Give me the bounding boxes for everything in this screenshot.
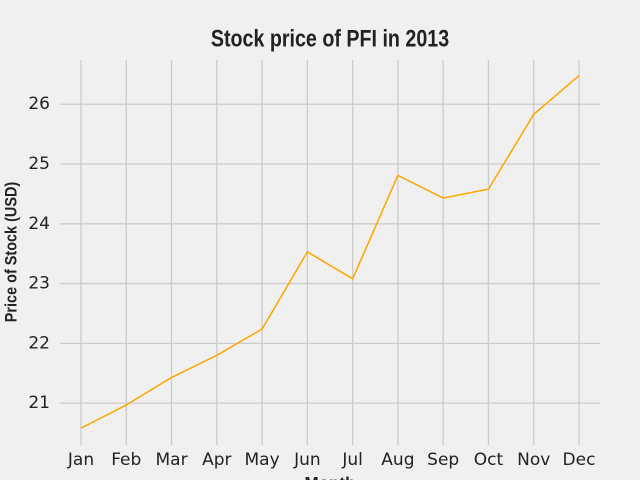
x-tick-label: Nov — [517, 450, 550, 470]
x-tick-label: Apr — [202, 450, 231, 470]
y-tick-label: 24 — [28, 214, 50, 234]
x-tick-label: Mar — [156, 450, 188, 470]
x-axis-label: Month — [305, 473, 356, 480]
x-tick-label: Sep — [427, 450, 459, 470]
y-tick-label: 26 — [28, 94, 50, 114]
y-tick-label: 25 — [28, 154, 50, 174]
x-tick-label: Jan — [67, 450, 94, 470]
x-tick-label: Oct — [474, 450, 504, 470]
x-tick-label: Jun — [293, 450, 321, 470]
chart-title: Stock price of PFI in 2013 — [211, 24, 449, 51]
x-tick-label: Feb — [111, 450, 141, 470]
x-tick-label: Jul — [341, 450, 363, 470]
x-tick-label: Dec — [563, 450, 596, 470]
line — [80, 74, 580, 429]
x-tick-label: Aug — [381, 450, 414, 470]
x-tick-label: May — [245, 450, 280, 470]
y-tick-label: 23 — [28, 274, 50, 294]
y-tick-label: 22 — [28, 333, 50, 353]
y-tick-label: 21 — [28, 393, 50, 413]
y-axis-label: Price of Stock (USD) — [2, 182, 20, 322]
